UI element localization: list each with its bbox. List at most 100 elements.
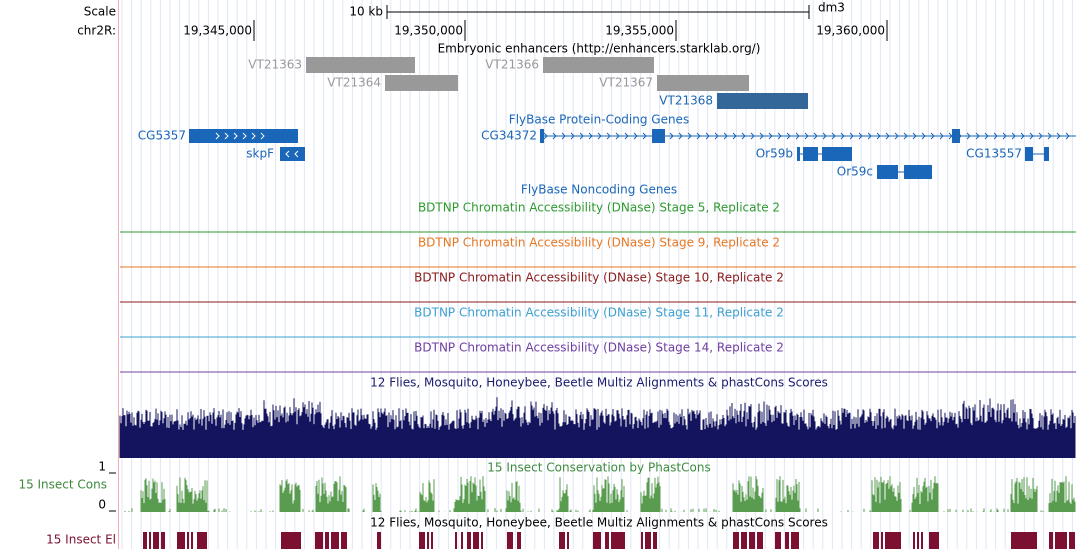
strand-arrow bbox=[705, 132, 710, 140]
strand-arrow bbox=[894, 132, 899, 140]
strand-arrow bbox=[975, 132, 980, 140]
track-title: FlyBase Protein-Coding Genes bbox=[509, 113, 689, 127]
strand-arrow bbox=[1002, 132, 1007, 140]
side-label: 15 Insect Cons bbox=[18, 478, 107, 492]
strand-arrow bbox=[840, 132, 845, 140]
exon bbox=[210, 129, 268, 143]
exon bbox=[189, 129, 210, 143]
enhancer-label: VT21366 bbox=[485, 58, 539, 72]
strand-arrow bbox=[939, 132, 944, 140]
strand-arrow bbox=[912, 132, 917, 140]
strand-arrow bbox=[1038, 132, 1043, 140]
exon bbox=[540, 129, 544, 143]
enhancer-label: VT21363 bbox=[248, 58, 302, 72]
strand-arrow bbox=[921, 132, 926, 140]
conserved-elements bbox=[143, 532, 1075, 549]
strand-arrow bbox=[984, 132, 989, 140]
track-title: Embryonic enhancers (http://enhancers.st… bbox=[438, 42, 761, 56]
strand-arrow bbox=[732, 132, 737, 140]
phastcons-signal bbox=[124, 476, 1076, 512]
strand-arrow bbox=[215, 132, 220, 140]
ruler-tick-label: 19,350,000 bbox=[394, 24, 463, 38]
track-title: BDTNP Chromatin Accessibility (DNase) St… bbox=[414, 306, 784, 320]
strand-arrow bbox=[294, 150, 299, 158]
strand-arrow bbox=[849, 132, 854, 140]
tracks: Scale chr2R: 10 kb dm3 19,345,000 19,350,000 1… bbox=[18, 1, 1076, 549]
gene-label: CG34372 bbox=[481, 129, 537, 143]
exon bbox=[1044, 147, 1049, 161]
track-title: FlyBase Noncoding Genes bbox=[521, 183, 677, 197]
strand-arrow bbox=[561, 132, 566, 140]
strand-arrow bbox=[993, 132, 998, 140]
strand-arrow bbox=[831, 132, 836, 140]
strand-arrow bbox=[768, 132, 773, 140]
exon bbox=[268, 129, 298, 143]
enhancer-label: VT21364 bbox=[327, 76, 381, 90]
track-title: BDTNP Chromatin Accessibility (DNase) St… bbox=[414, 341, 784, 355]
strand-arrow bbox=[1065, 132, 1070, 140]
strand-arrow bbox=[696, 132, 701, 140]
exon bbox=[904, 165, 932, 179]
enhancer bbox=[385, 75, 458, 91]
strand-arrow bbox=[759, 132, 764, 140]
strand-arrow bbox=[1047, 132, 1052, 140]
strand-arrow bbox=[903, 132, 908, 140]
strand-arrow bbox=[1056, 132, 1061, 140]
exon bbox=[1025, 147, 1033, 161]
track-title: BDTNP Chromatin Accessibility (DNase) St… bbox=[418, 236, 780, 250]
strand-arrow bbox=[786, 132, 791, 140]
enhancer-label: VT21367 bbox=[599, 76, 653, 90]
enhancer bbox=[657, 75, 749, 91]
axis-min-label: 0 bbox=[98, 498, 106, 512]
strand-arrow bbox=[233, 132, 238, 140]
strand-arrow bbox=[570, 132, 575, 140]
conservation-signal bbox=[119, 397, 1076, 458]
strand-arrow bbox=[579, 132, 584, 140]
track-title: 12 Flies, Mosquito, Honeybee, Beetle Mul… bbox=[370, 516, 828, 530]
strand-arrow bbox=[813, 132, 818, 140]
strand-arrow bbox=[552, 132, 557, 140]
scale-bar-label: 10 kb bbox=[349, 5, 383, 19]
ruler-tick-label: 19,360,000 bbox=[816, 24, 885, 38]
strand-arrow bbox=[678, 132, 683, 140]
strand-arrow bbox=[260, 132, 265, 140]
strand-arrow bbox=[885, 132, 890, 140]
strand-arrow bbox=[876, 132, 881, 140]
strand-arrow bbox=[822, 132, 827, 140]
gene-label: CG13557 bbox=[966, 147, 1022, 161]
track-title: BDTNP Chromatin Accessibility (DNase) St… bbox=[414, 271, 784, 285]
strand-arrow bbox=[750, 132, 755, 140]
strand-arrow bbox=[242, 132, 247, 140]
strand-arrow bbox=[930, 132, 935, 140]
gene-label: skpF bbox=[246, 147, 274, 161]
assembly-label: dm3 bbox=[818, 1, 845, 15]
axis-max-label: 1 bbox=[98, 460, 106, 474]
strand-arrow bbox=[723, 132, 728, 140]
scale-label: Scale bbox=[84, 5, 116, 19]
strand-arrow bbox=[669, 132, 674, 140]
exon bbox=[797, 147, 800, 161]
strand-arrow bbox=[795, 132, 800, 140]
side-label: 15 Insect El bbox=[46, 533, 116, 547]
strand-arrow bbox=[1011, 132, 1016, 140]
enhancer bbox=[543, 57, 654, 73]
strand-arrow bbox=[687, 132, 692, 140]
track-title: BDTNP Chromatin Accessibility (DNase) St… bbox=[418, 201, 780, 215]
exon bbox=[877, 165, 898, 179]
strand-arrow bbox=[777, 132, 782, 140]
exon bbox=[280, 147, 305, 161]
strand-arrow bbox=[615, 132, 620, 140]
strand-arrow bbox=[543, 132, 548, 140]
strand-arrow bbox=[588, 132, 593, 140]
strand-arrow bbox=[642, 132, 647, 140]
ruler-tick-label: 19,355,000 bbox=[605, 24, 674, 38]
exon bbox=[652, 129, 665, 143]
strand-arrow bbox=[633, 132, 638, 140]
strand-arrow bbox=[285, 150, 290, 158]
strand-arrow bbox=[714, 132, 719, 140]
exon bbox=[822, 147, 852, 161]
strand-arrow bbox=[1029, 132, 1034, 140]
strand-arrow bbox=[858, 132, 863, 140]
enhancer bbox=[717, 93, 808, 109]
